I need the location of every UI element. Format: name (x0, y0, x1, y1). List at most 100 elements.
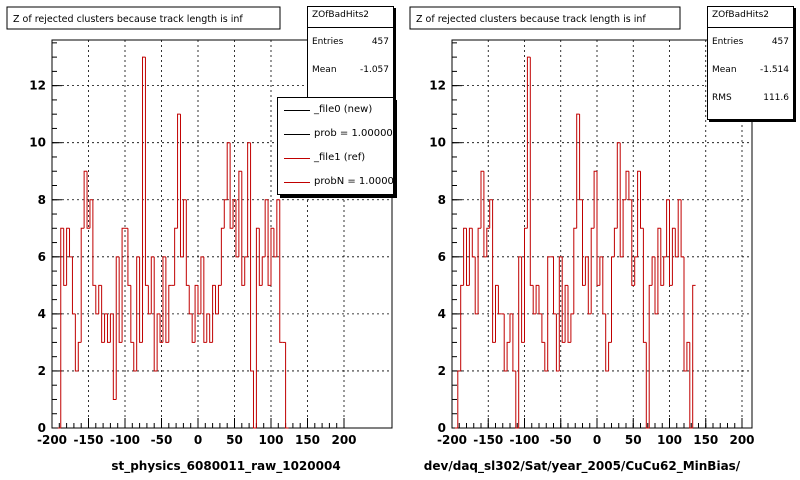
stats-mean-label: Mean (712, 65, 737, 75)
histogram-bin (460, 284, 464, 371)
legend-label: _file1 (ref) (314, 152, 366, 163)
xlabel-right: dev/daq_sl302/Sat/year_2005/CuCu62_MinBi… (424, 459, 741, 474)
y-tick-label: 6 (438, 250, 446, 264)
histogram-bin (156, 313, 161, 371)
x-tick-label: -150 (73, 433, 103, 447)
histogram-bin (544, 342, 548, 372)
stats-entries-row: Entries 457 (308, 28, 393, 56)
histogram-bin (587, 256, 592, 315)
histogram-bin (689, 342, 693, 429)
histogram-bin (270, 227, 274, 286)
grid-left (52, 40, 392, 428)
x-tick-label: 150 (693, 433, 718, 447)
histogram-bin (532, 285, 537, 315)
stats-name: ZOfBadHits2 (308, 7, 393, 28)
title-right: Z of rejected clusters because track len… (416, 14, 646, 25)
histogram-bin (200, 256, 204, 314)
histogram-bin (71, 256, 76, 315)
x-tick-label: -200 (37, 433, 67, 447)
histogram-bin (541, 313, 545, 343)
histogram-bin (238, 170, 242, 257)
stats-name: ZOfBadHits2 (708, 7, 793, 28)
histogram-bin (226, 142, 231, 200)
histogram-bin (104, 313, 108, 343)
legend-entry: probN = 1.000000 (278, 170, 393, 194)
histogram-bin (495, 284, 499, 343)
frame-right (451, 39, 753, 429)
histogram-bin (197, 285, 201, 315)
y-tick-label: 4 (38, 307, 46, 321)
histogram-bin (637, 170, 641, 257)
histogram-bin (153, 256, 158, 372)
histogram-bin (645, 342, 650, 429)
x-tick-label: -100 (509, 433, 539, 447)
histogram-bin (285, 342, 289, 429)
histogram-bin (223, 199, 228, 229)
histogram-bin (127, 228, 131, 286)
histogram-bin (279, 199, 283, 343)
histogram-bin (83, 170, 88, 229)
stats-box-right: ZOfBadHits2 Entries 457 Mean -1.514 RMS … (707, 6, 794, 120)
y-tick-label: 8 (38, 193, 46, 207)
histogram-bin (590, 227, 595, 314)
legend-box: _file0 (new) prob = 1.000000 _file1 (ref… (277, 97, 394, 195)
histogram-bin (521, 256, 525, 343)
histogram-bin (579, 114, 583, 201)
stats-mean-value: -1.057 (359, 65, 389, 75)
histogram-bin (535, 284, 539, 314)
histogram-bin (185, 199, 190, 286)
histogram-bin (118, 256, 123, 343)
histogram-bin (115, 256, 120, 400)
histogram-bin (503, 313, 508, 372)
histogram-bin (640, 171, 644, 229)
histogram-bin (159, 313, 163, 343)
histogram-bin (468, 227, 473, 286)
x-tick-label: 200 (729, 433, 754, 447)
y-tick-label: 10 (429, 136, 446, 150)
histogram-bin (622, 199, 626, 257)
stats-box-left: ZOfBadHits2 Entries 457 Mean -1.057 (307, 6, 394, 98)
histogram-bin (660, 228, 664, 286)
histogram-bin (273, 228, 277, 258)
histogram-bin (564, 284, 568, 343)
stats-entries-row: Entries 457 (708, 28, 793, 56)
histogram-bin (628, 171, 632, 201)
histogram-bin (74, 313, 79, 372)
histogram-bin (217, 284, 222, 314)
histogram-bin (203, 256, 207, 343)
histogram-bin (267, 199, 271, 286)
histogram-bin (573, 227, 577, 314)
histogram-bin (506, 341, 510, 371)
histogram-bin (509, 313, 513, 343)
legend-swatch (284, 134, 310, 135)
frame-left (51, 39, 393, 429)
histogram-bin (165, 256, 169, 343)
stats-entries-label: Entries (712, 37, 744, 47)
histogram-bin (255, 227, 260, 428)
histogram-bin (457, 370, 461, 428)
histogram-bin (654, 256, 658, 315)
histogram-bin (663, 256, 667, 286)
histogram-bin (599, 256, 603, 286)
y-tick-label: 0 (38, 421, 46, 435)
histogram-bin (471, 228, 476, 258)
histogram-bin (555, 313, 560, 372)
stats-mean-label: Mean (312, 65, 337, 75)
x-tick-label: -150 (473, 433, 503, 447)
legend-entry: _file0 (new) (278, 98, 393, 122)
histogram-bin (686, 341, 690, 371)
histogram-bin (133, 342, 137, 372)
y-tick-label: 8 (438, 193, 446, 207)
histogram-bin (538, 285, 542, 315)
histogram-bin (206, 313, 210, 343)
histogram-bin (584, 256, 589, 286)
legend-label: prob = 1.000000 (314, 128, 394, 139)
histogram-bin (486, 227, 490, 257)
y-tick-label: 2 (38, 364, 46, 378)
x-tick-label: -50 (550, 433, 572, 447)
histogram-bin (666, 199, 670, 257)
x-tick-label: 150 (295, 433, 320, 447)
histogram-bin (232, 199, 236, 229)
legend-label: _file0 (new) (314, 104, 373, 115)
histogram-bin (147, 285, 152, 315)
